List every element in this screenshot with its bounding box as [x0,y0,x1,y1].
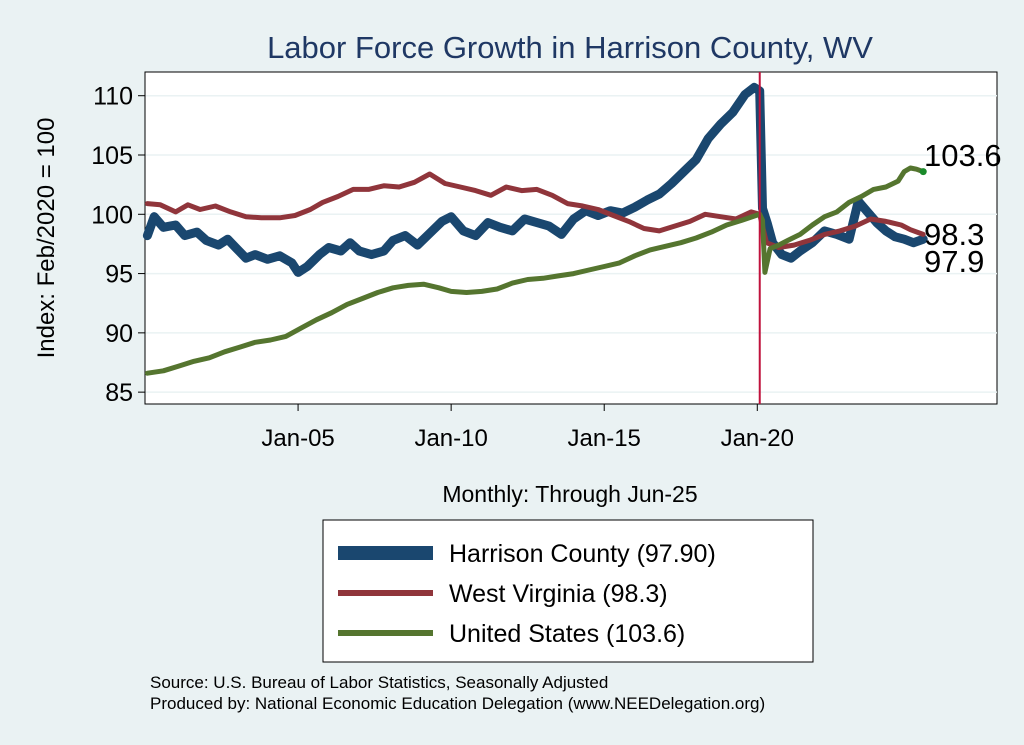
y-tick-label: 85 [105,379,133,407]
x-tick-label: Jan-15 [568,425,641,452]
y-tick-label: 95 [105,261,133,289]
x-tick-label: Jan-10 [414,425,487,452]
legend-label: West Virginia (98.3) [449,580,668,608]
end-label: 103.6 [924,138,1002,173]
y-tick-label: 90 [105,320,133,348]
y-axis-label: Index: Feb/2020 = 100 [33,118,60,359]
plot-area [144,71,998,405]
produced-by-note: Produced by: National Economic Education… [150,694,765,713]
series-end-point [919,168,927,176]
y-axis: 85 90 95 100 105 110 [91,72,146,407]
chart-title: Labor Force Growth in Harrison County, W… [267,30,873,65]
end-labels: 97.998.3 103.6 [924,138,1002,279]
x-tick-label: Jan-20 [721,425,794,452]
end-label: 98.3 [924,217,984,252]
end-label: 97.9 [924,244,984,279]
series-line-0 [142,82,928,277]
legend-label: Harrison County (97.90) [449,540,716,568]
y-tick-label: 100 [91,201,133,229]
x-axis: Jan-05 Jan-10 Jan-15 Jan-20 [145,403,997,452]
source-note: Source: U.S. Bureau of Labor Statistics,… [150,673,608,692]
series-lines [142,82,928,376]
y-tick-label: 110 [93,83,133,111]
legend: Harrison County (97.90) West Virginia (98… [338,540,716,648]
legend-label: United States (103.6) [449,620,685,648]
x-axis-label: Monthly: Through Jun-25 [442,481,697,507]
y-tick-label: 105 [91,142,133,170]
series-line-1 [144,171,926,250]
x-tick-label: Jan-05 [261,425,334,452]
series-line-2 [144,165,926,376]
